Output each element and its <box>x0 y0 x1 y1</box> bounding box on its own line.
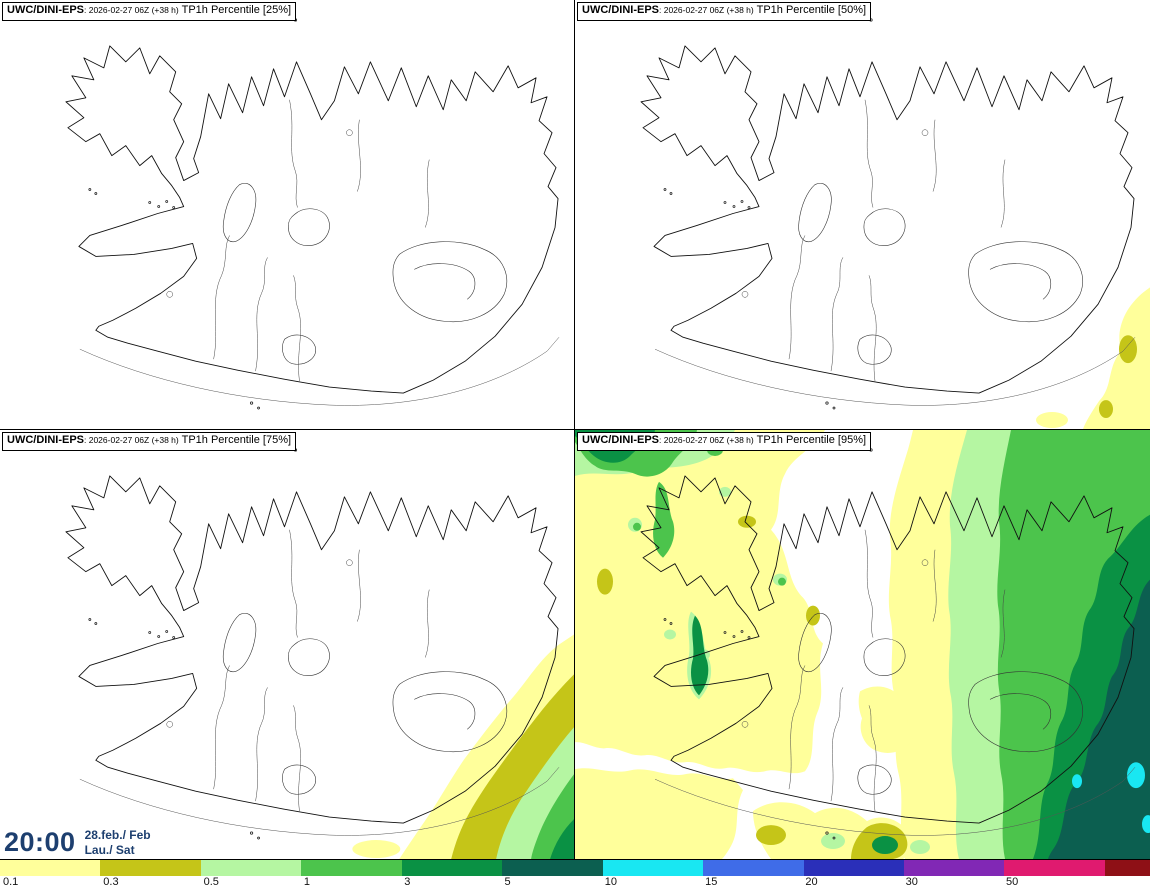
run-info: : 2026-02-27 06Z (+38 h) <box>659 5 754 15</box>
colorbar-segment <box>200 860 302 876</box>
model-name: UWC/DINI-EPS <box>582 4 659 16</box>
panel-25: UWC/DINI-EPS: 2026-02-27 06Z (+38 h) TP1… <box>0 0 575 430</box>
map-iceland-25 <box>65 18 560 410</box>
colorbar-label: 50 <box>1005 876 1019 888</box>
colorbar-label: 0.3 <box>103 876 119 888</box>
panel-title: UWC/DINI-EPS: 2026-02-27 06Z (+38 h) TP1… <box>2 2 297 21</box>
param-label: TP1h Percentile [95%] <box>756 434 867 446</box>
colorbar <box>0 860 1150 876</box>
run-info: : 2026-02-27 06Z (+38 h) <box>659 435 754 445</box>
panel-title: UWC/DINI-EPS: 2026-02-27 06Z (+38 h) TP1… <box>577 2 872 21</box>
map-iceland-75 <box>65 448 574 859</box>
colorbar-area: 0.1 0.3 0.5 1 3 5 10 15 20 30 50 <box>0 860 1150 891</box>
precip-overlay-75 <box>352 634 574 859</box>
valid-time: 20:00 28.feb./ Feb Lau./ Sat <box>4 827 151 858</box>
map-iceland-95 <box>575 430 1150 859</box>
colorbar-segment <box>602 860 704 876</box>
panel-50: UWC/DINI-EPS: 2026-02-27 06Z (+38 h) TP1… <box>575 0 1150 430</box>
colorbar-label: 15 <box>705 876 718 888</box>
colorbar-segment <box>401 860 503 876</box>
param-label: TP1h Percentile [50%] <box>756 4 867 16</box>
clock-date: 28.feb./ Feb <box>84 828 151 843</box>
run-info: : 2026-02-27 06Z (+38 h) <box>84 5 179 15</box>
panel-title: UWC/DINI-EPS: 2026-02-27 06Z (+38 h) TP1… <box>577 432 872 451</box>
panel-75: UWC/DINI-EPS: 2026-02-27 06Z (+38 h) TP1… <box>0 430 575 860</box>
param-label: TP1h Percentile [75%] <box>181 434 292 446</box>
colorbar-label: 5 <box>504 876 511 888</box>
model-name: UWC/DINI-EPS <box>7 434 84 446</box>
model-name: UWC/DINI-EPS <box>582 434 659 446</box>
precip-overlay-95 <box>575 430 1150 859</box>
colorbar-label: 1 <box>303 876 311 888</box>
panel-95: UWC/DINI-EPS: 2026-02-27 06Z (+38 h) TP1… <box>575 430 1150 860</box>
colorbar-segment <box>1004 860 1105 876</box>
colorbar-segment <box>1104 860 1150 876</box>
colorbar-segment <box>803 860 904 876</box>
colorbar-segment <box>0 860 101 876</box>
colorbar-segment <box>301 860 402 876</box>
map-iceland-50 <box>640 18 1150 429</box>
param-label: TP1h Percentile [25%] <box>181 4 292 16</box>
colorbar-segment <box>903 860 1005 876</box>
precip-overlay-50 <box>1036 287 1150 429</box>
clock-time: 20:00 <box>4 827 76 857</box>
colorbar-label: 0.1 <box>3 876 19 888</box>
panel-title: UWC/DINI-EPS: 2026-02-27 06Z (+38 h) TP1… <box>2 432 297 451</box>
run-info: : 2026-02-27 06Z (+38 h) <box>84 435 179 445</box>
colorbar-labels: 0.1 0.3 0.5 1 3 5 10 15 20 30 50 <box>0 876 1150 891</box>
colorbar-label: 30 <box>905 876 918 888</box>
colorbar-label: 20 <box>805 876 818 888</box>
colorbar-label: 3 <box>404 876 411 888</box>
colorbar-segment <box>703 860 804 876</box>
colorbar-label: 0.5 <box>203 876 219 888</box>
model-name: UWC/DINI-EPS <box>7 4 84 16</box>
clock-day: Lau./ Sat <box>84 842 135 857</box>
colorbar-segment <box>502 860 603 876</box>
colorbar-label: 10 <box>604 876 618 888</box>
colorbar-segment <box>100 860 201 876</box>
clock-date-block: 28.feb./ Feb Lau./ Sat <box>85 828 151 857</box>
